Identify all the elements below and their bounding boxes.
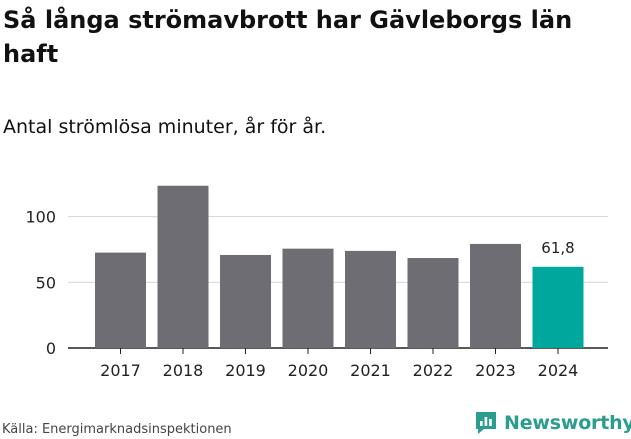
bar-chart: 0 50 100 2017 2018 2019 2020 2021 2022 2023 2024 61… [25,185,608,380]
x-tick-label: 2018 [163,361,204,380]
bar-2018 [157,185,209,348]
x-tick-label: 2020 [288,361,329,380]
bar-2020 [282,248,334,348]
data-label: 61,8 [541,239,574,257]
y-tick-label: 0 [46,339,56,358]
chart-title: Så långa strömavbrott har Gävleborgs län… [3,6,573,68]
bar-2019 [220,254,271,348]
x-tick-label: 2021 [350,361,391,380]
labels: 0 50 100 2017 2018 2019 2020 2021 2022 2023 2024 61… [25,208,578,380]
bar-2024 [532,266,584,348]
x-tick-label: 2019 [225,361,266,380]
brand-name: Newsworthy [504,412,631,434]
chart-subtitle: Antal strömlösa minuter, år för år. [3,116,327,138]
brand-logo: Newsworthy [474,407,631,439]
bars [95,185,584,348]
y-tick-label: 50 [36,273,56,292]
bar-2022 [407,257,459,348]
bar-2017 [95,252,146,348]
x-tick-label: 2017 [100,361,141,380]
x-tick-label: 2022 [413,361,454,380]
x-tick-label: 2024 [538,361,579,380]
bar-2021 [345,250,396,348]
y-tick-label: 100 [25,208,56,227]
newsworthy-logo-icon [476,412,496,434]
source-note: Källa: Energimarknadsinspektionen [2,422,232,437]
bar-2023 [470,243,521,348]
x-tick-label: 2023 [475,361,516,380]
gridlines [68,216,608,354]
